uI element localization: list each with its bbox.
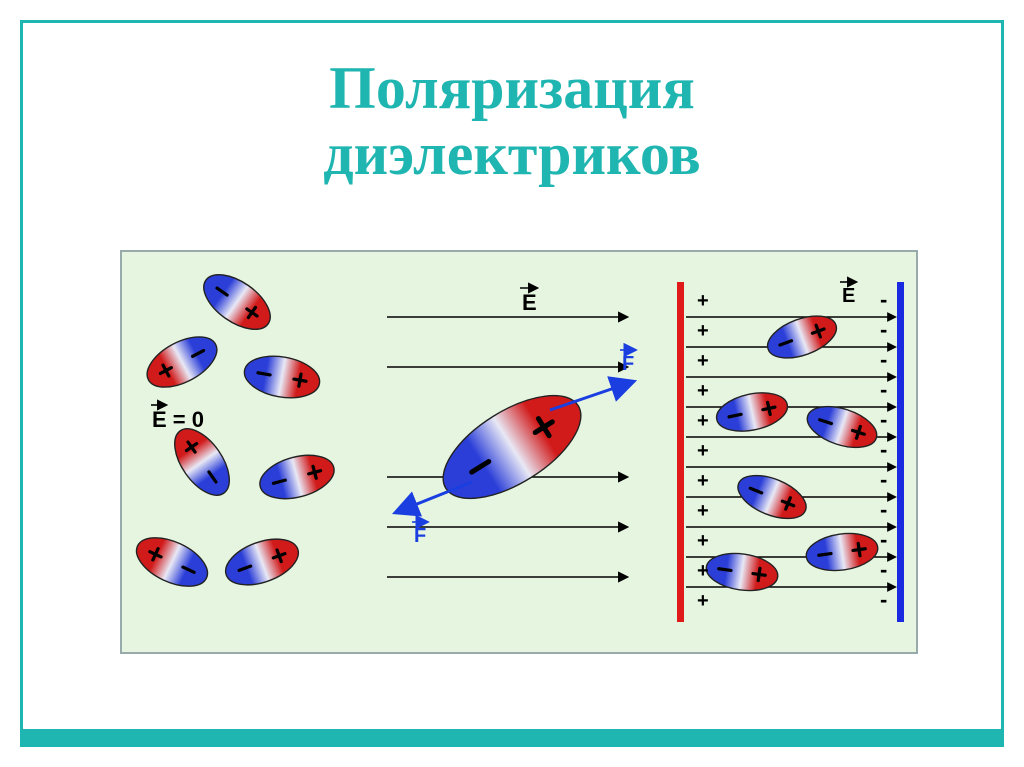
- svg-text:+: +: [697, 500, 709, 522]
- svg-text:+: +: [697, 290, 709, 312]
- slide: Поляризация диэлектриков E = 0 E F F + - + - + - +…: [0, 0, 1024, 767]
- svg-text:-: -: [880, 587, 887, 612]
- svg-text:-: -: [880, 467, 887, 492]
- svg-text:+: +: [697, 440, 709, 462]
- svg-text:+: +: [697, 560, 709, 582]
- svg-text:+: +: [697, 590, 709, 612]
- svg-text:-: -: [880, 287, 887, 312]
- svg-text:-: -: [880, 317, 887, 342]
- svg-text:F: F: [622, 353, 634, 375]
- slide-title: Поляризация диэлектриков: [0, 55, 1024, 187]
- diagram-container: E = 0 E F F + - + - + - + - + - + - + - + - + - + - + - E: [120, 250, 918, 654]
- svg-text:-: -: [880, 527, 887, 552]
- svg-text:-: -: [880, 347, 887, 372]
- svg-text:-: -: [880, 377, 887, 402]
- svg-text:E = 0: E = 0: [152, 407, 204, 432]
- accent-bar: [20, 729, 1004, 747]
- title-line-1: Поляризация: [329, 55, 695, 121]
- svg-text:E: E: [522, 290, 537, 315]
- svg-text:+: +: [697, 350, 709, 372]
- svg-text:+: +: [697, 320, 709, 342]
- svg-text:+: +: [697, 380, 709, 402]
- svg-text:+: +: [697, 530, 709, 552]
- svg-text:-: -: [880, 557, 887, 582]
- svg-text:E: E: [842, 285, 855, 307]
- svg-text:+: +: [697, 410, 709, 432]
- title-line-2: диэлектриков: [323, 121, 700, 187]
- polarization-diagram: E = 0 E F F + - + - + - + - + - + - + - + - + - + - + - E: [122, 252, 916, 652]
- svg-text:+: +: [697, 470, 709, 492]
- svg-text:F: F: [414, 525, 426, 547]
- svg-text:-: -: [880, 407, 887, 432]
- svg-text:-: -: [880, 437, 887, 462]
- svg-text:-: -: [880, 497, 887, 522]
